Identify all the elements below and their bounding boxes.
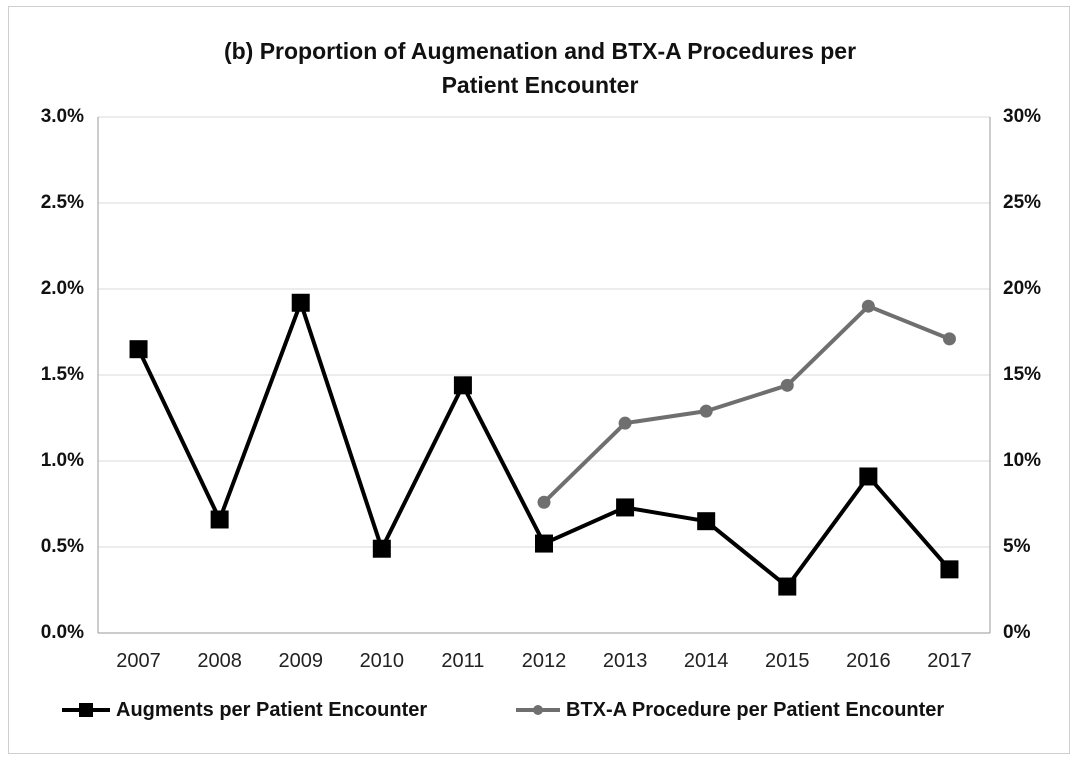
left-axis-tick-label: 1.0% [40, 450, 84, 471]
right-axis-tick-label: 10% [1003, 450, 1042, 471]
data-point-augments [940, 560, 959, 579]
x-axis-tick-label: 2010 [359, 650, 405, 672]
x-axis-tick-label: 2014 [683, 650, 729, 672]
data-point-augments [697, 512, 716, 531]
data-point-btxa [942, 332, 956, 346]
x-axis-tick-label: 2015 [765, 650, 810, 672]
legend-item-btxa: BTX-A Procedure per Patient Encounter [514, 697, 944, 723]
x-axis-tick-label: 2017 [927, 650, 972, 672]
data-point-augments [372, 539, 391, 558]
x-axis-tick-label: 2009 [278, 650, 323, 672]
left-axis-tick-label: 1.5% [40, 364, 84, 385]
chart-title-line-1: (b) Proportion of Augmenation and BTX-A … [223, 38, 857, 64]
x-axis-tick-label: 2016 [846, 650, 891, 672]
left-axis-tick-label: 3.0% [40, 106, 84, 127]
data-point-augments [616, 498, 635, 517]
legend-label-augments: Augments per Patient Encounter [116, 698, 428, 721]
x-axis-tick-label: 2007 [116, 650, 161, 672]
chart-frame [8, 6, 1070, 754]
data-point-augments [129, 340, 148, 359]
data-point-btxa [861, 299, 875, 313]
legend-circle-marker-icon [516, 705, 560, 715]
x-axis-tick-label: 2008 [197, 650, 242, 672]
x-axis-tick-label: 2012 [521, 650, 567, 672]
right-axis-tick-label: 5% [1003, 536, 1031, 557]
right-axis-tick-label: 15% [1003, 364, 1042, 385]
series-line-2 [542, 304, 951, 504]
legend-item-augments: Augments per Patient Encounter [60, 697, 427, 723]
data-point-btxa [537, 495, 551, 509]
data-point-augments [210, 510, 229, 529]
data-point-augments [535, 534, 553, 553]
data-point-btxa [699, 404, 713, 418]
data-point-augments [291, 293, 310, 312]
data-point-augments [453, 376, 472, 395]
x-axis-tick-label: 2011 [441, 650, 485, 672]
data-point-augments [859, 467, 878, 486]
data-point-btxa [780, 378, 794, 392]
data-point-btxa [618, 416, 632, 430]
chart-title-line-2: Patient Encounter [441, 72, 639, 98]
data-point-augments [778, 577, 797, 596]
legend-square-marker-icon [62, 703, 110, 717]
right-axis-tick-label: 20% [1003, 278, 1042, 299]
left-axis-tick-label: 0.5% [40, 536, 84, 557]
right-axis-tick-label: 30% [1003, 106, 1042, 127]
left-axis-tick-label: 0.0% [40, 622, 84, 643]
left-axis-tick-label: 2.0% [40, 278, 84, 299]
right-axis-tick-label: 0% [1003, 622, 1031, 643]
right-axis-tick-label: 25% [1003, 192, 1042, 213]
legend-label-btxa: BTX-A Procedure per Patient Encounter [566, 698, 945, 721]
x-axis-tick-label: 2013 [602, 650, 648, 672]
chart-title: (b) Proportion of Augmenation and BTX-A … [0, 34, 1080, 102]
left-axis-tick-label: 2.5% [40, 192, 84, 213]
